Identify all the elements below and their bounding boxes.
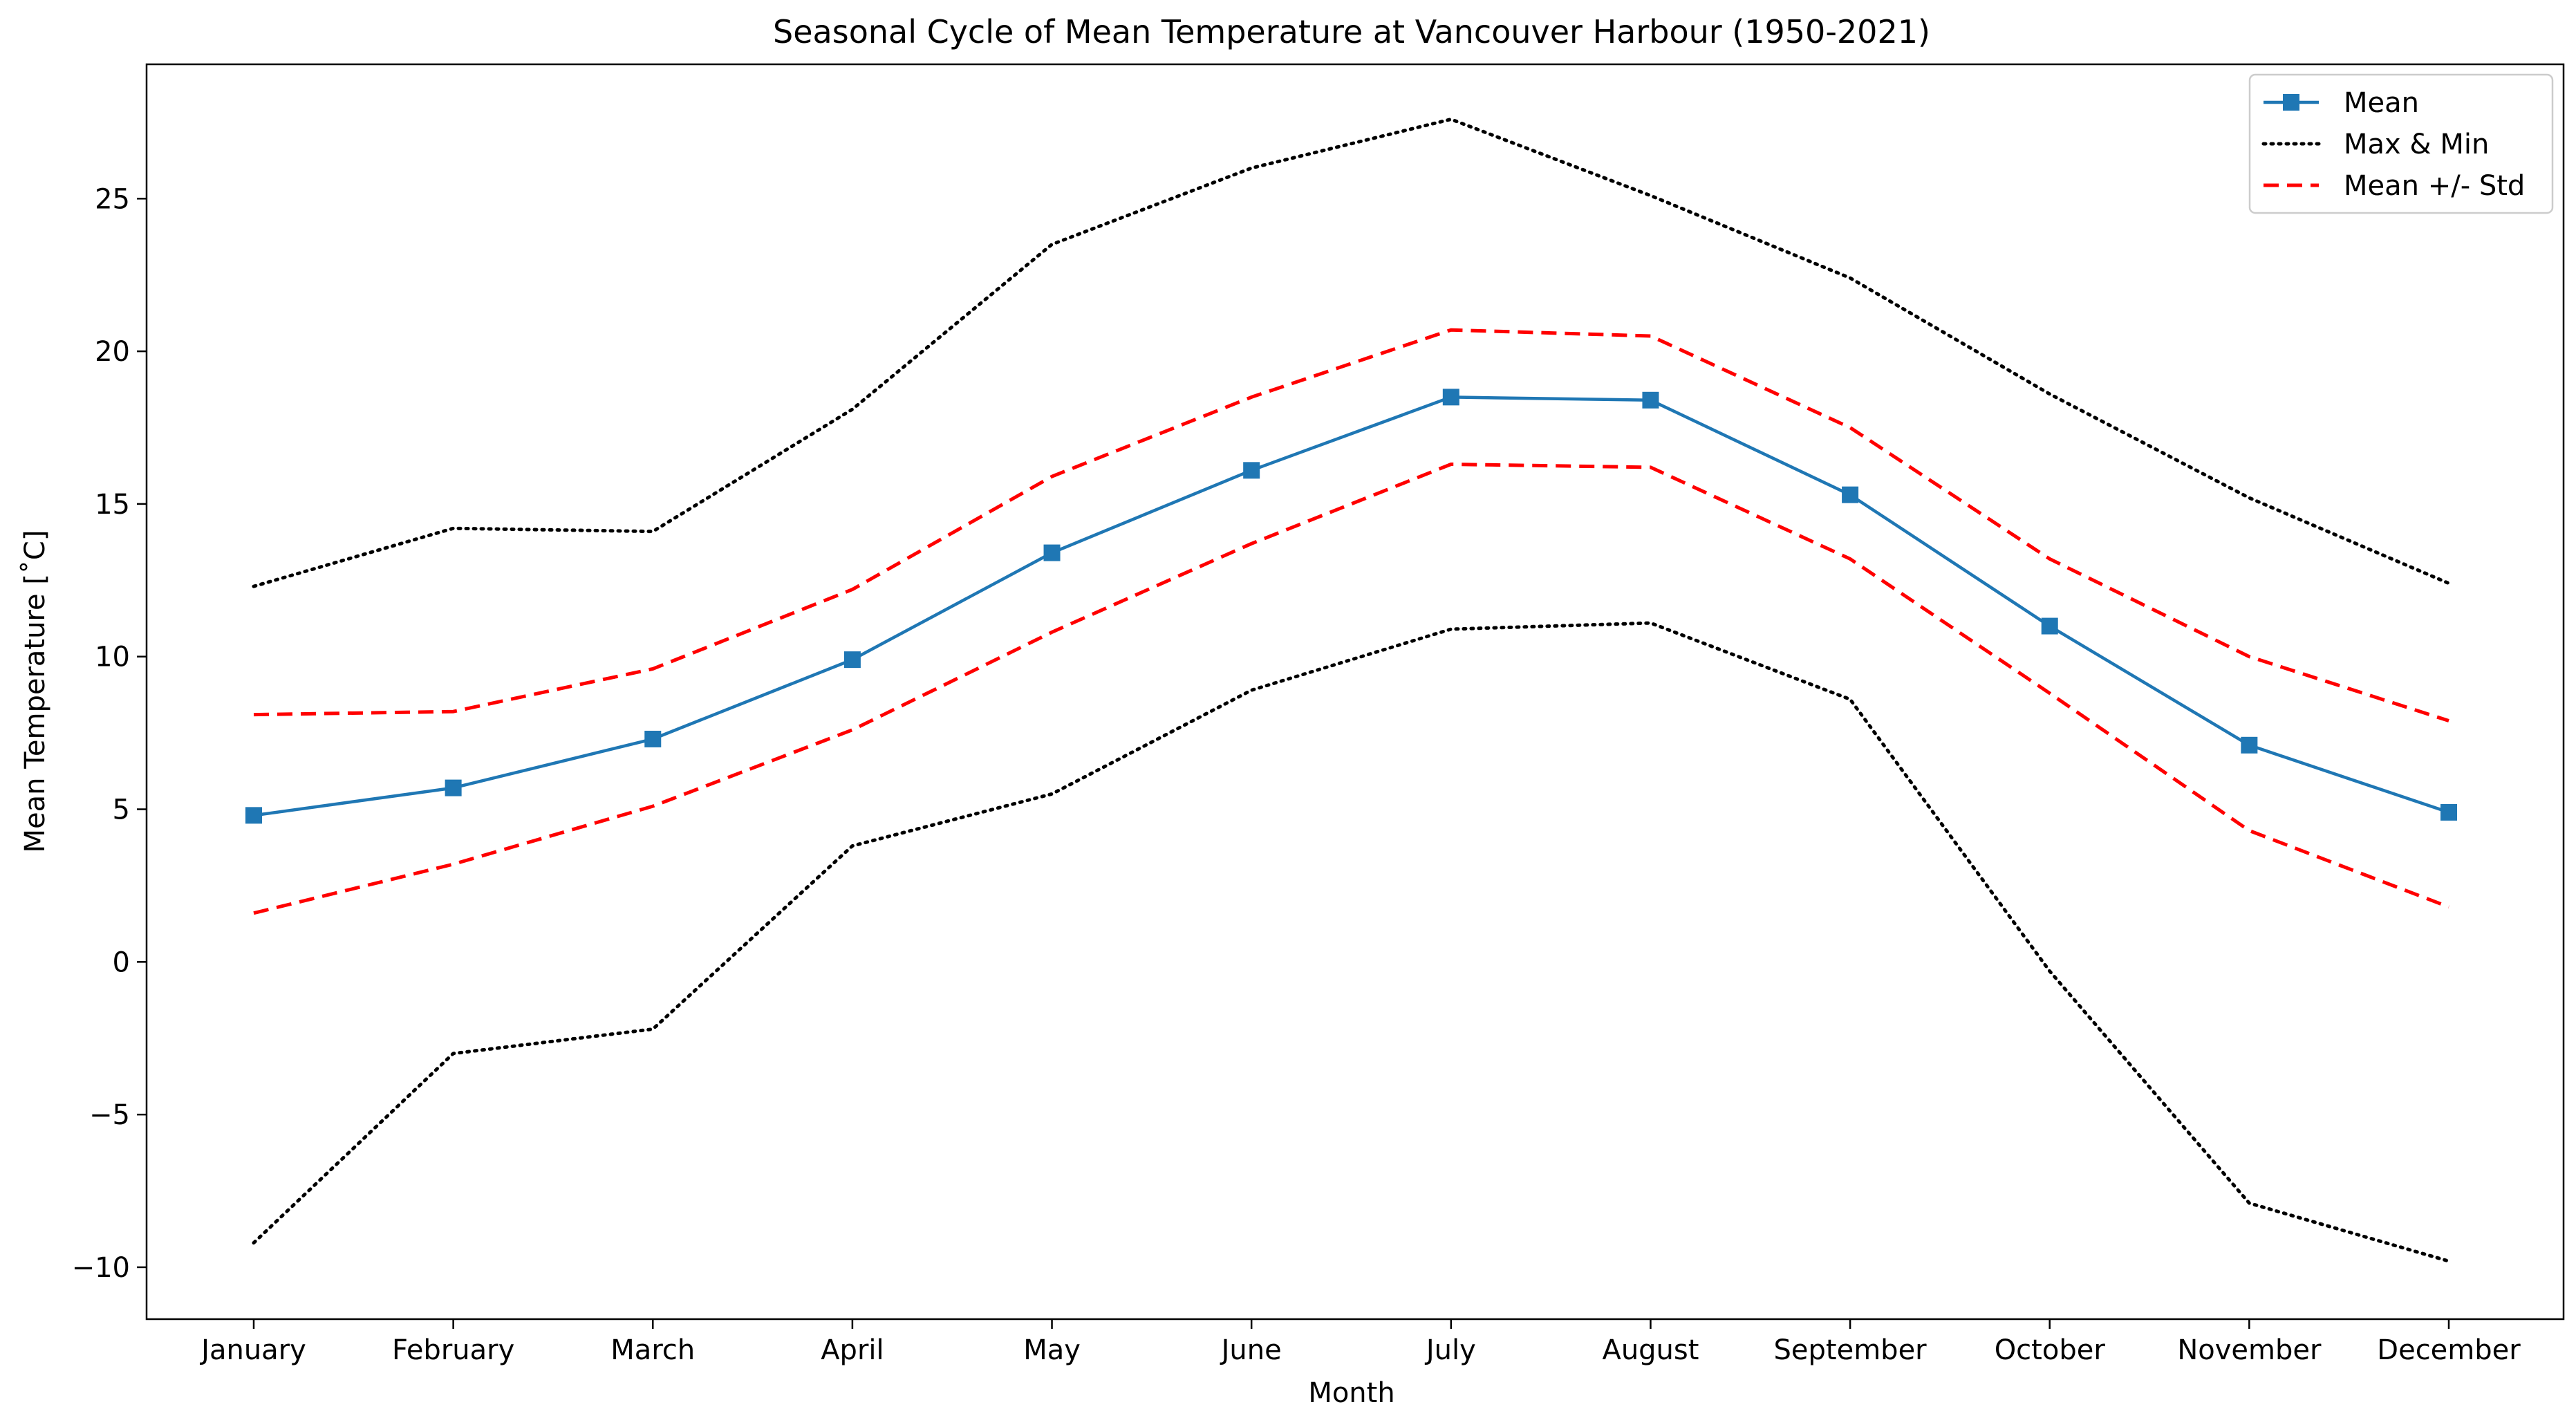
data-point-marker [2241, 736, 2258, 754]
x-tick-label: November [2177, 1334, 2322, 1366]
x-tick-label: December [2377, 1334, 2521, 1366]
y-tick-label: 10 [95, 642, 130, 673]
legend-entry: Mean +/- Std [2264, 170, 2525, 202]
data-point-marker [843, 651, 861, 669]
data-point-marker [1642, 391, 1659, 409]
data-point-marker [644, 730, 662, 747]
x-tick-label: August [1602, 1334, 1699, 1366]
y-tick-label: 25 [95, 183, 130, 215]
series-line [253, 395, 2449, 817]
series-mean [245, 389, 2457, 824]
data-point-marker [445, 779, 462, 796]
legend-box [2248, 73, 2554, 214]
series-line [253, 463, 2449, 915]
data-point-marker [2041, 617, 2058, 635]
data-point-marker [245, 807, 262, 824]
legend-label: Mean +/- Std [2344, 170, 2525, 202]
legend-label: Mean [2344, 87, 2419, 119]
y-tick-label: 20 [95, 336, 130, 368]
x-tick-label: September [1774, 1334, 1928, 1366]
legend: Mean Max & Min Mean +/- Std [2248, 73, 2554, 214]
y-axis-label: Mean Temperature [˚C] [19, 530, 51, 853]
legend-entry: Max & Min [2261, 129, 2489, 160]
series-max-min [252, 118, 2451, 588]
series-line [252, 118, 2451, 588]
chart-title: Seasonal Cycle of Mean Temperature at Va… [773, 13, 1930, 50]
y-tick-label: −5 [89, 1099, 130, 1131]
x-tick-label: March [610, 1334, 695, 1366]
x-axis-label: Month [1308, 1377, 1394, 1409]
series-mean-std-lower [253, 463, 2449, 915]
data-point-marker [1442, 389, 1459, 406]
x-tick-label: February [392, 1334, 514, 1366]
series-max-min-lower [252, 621, 2451, 1263]
series-line [252, 621, 2451, 1263]
data-point-marker [1243, 462, 1260, 479]
x-tick-label: July [1424, 1334, 1476, 1366]
plot-area [245, 118, 2457, 1263]
legend-label: Max & Min [2344, 129, 2489, 160]
x-tick-label: October [1995, 1334, 2106, 1366]
x-tick-label: May [1023, 1334, 1081, 1366]
data-point-marker [2440, 803, 2457, 821]
data-point-marker [1043, 544, 1061, 561]
y-axis: −10 −5 0 5 10 15 20 25 [72, 183, 147, 1284]
y-tick-label: 5 [113, 794, 130, 826]
x-axis: January February March April May June July Augu… [199, 1319, 2521, 1366]
x-tick-label: April [821, 1334, 884, 1366]
y-tick-label: 15 [95, 489, 130, 521]
legend-entry: Mean [2264, 87, 2419, 119]
legend-marker [2283, 94, 2299, 111]
y-tick-label: 0 [113, 946, 130, 978]
data-point-marker [1842, 486, 1859, 503]
y-tick-label: −10 [72, 1252, 130, 1284]
x-tick-label: January [199, 1334, 306, 1366]
x-tick-label: June [1220, 1334, 1282, 1366]
plot-frame [145, 63, 2565, 1321]
